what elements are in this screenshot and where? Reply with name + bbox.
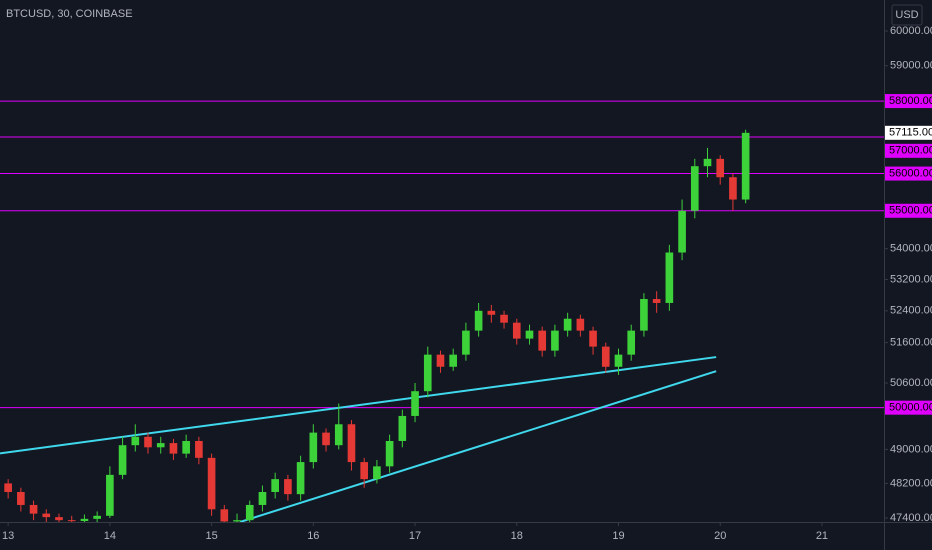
y-tick-label: 54000.00	[890, 243, 932, 255]
chart-title: BTCUSD, 30, COINBASE	[6, 8, 133, 20]
candle-body	[525, 330, 534, 339]
candle-body	[4, 483, 12, 493]
currency: USD	[895, 9, 918, 21]
x-tick-label: 14	[104, 530, 116, 542]
candle-body	[322, 432, 330, 446]
x-tick-label: 15	[205, 530, 217, 542]
candle-body	[703, 158, 712, 167]
candle-body	[398, 415, 407, 441]
candle-body	[93, 515, 101, 519]
candle-body	[690, 166, 699, 211]
y-tick-label: 51600.00	[890, 337, 932, 349]
candle-body	[258, 492, 267, 505]
candle-body	[207, 457, 216, 510]
candle-body	[729, 177, 737, 200]
x-tick-label: 21	[816, 530, 828, 542]
y-tick-label: 47400.00	[890, 512, 932, 524]
candle-body	[601, 346, 610, 367]
level-label: 57000.00	[889, 145, 932, 157]
candle-body	[271, 479, 279, 493]
level-label-box	[885, 166, 932, 181]
candle-body	[106, 474, 114, 516]
candle-body	[500, 314, 508, 323]
candle-body	[411, 391, 419, 416]
candle-body	[220, 509, 229, 522]
candle-body	[144, 436, 152, 448]
candle-body	[716, 158, 725, 178]
candle-body	[334, 424, 343, 446]
x-tick-label: 17	[409, 530, 421, 542]
x-tick-label: 16	[307, 530, 319, 542]
candle-body	[156, 443, 165, 448]
candle-body	[627, 330, 636, 355]
candle-body	[512, 322, 521, 339]
candle-body	[347, 424, 356, 463]
y-tick-label: 59000.00	[890, 60, 932, 72]
candle-body	[42, 513, 51, 518]
candle-body	[131, 436, 140, 446]
candle-body	[576, 318, 585, 331]
level-label: 56000.00	[889, 167, 932, 179]
candle-body	[652, 299, 661, 303]
currency-box	[891, 4, 923, 26]
candle-body	[589, 330, 597, 347]
candle-body	[195, 440, 203, 458]
candle-body	[118, 445, 127, 475]
candle-body	[17, 492, 25, 505]
x-tick-label: 19	[612, 530, 624, 542]
x-tick-label: 18	[511, 530, 523, 542]
candle-body	[284, 479, 292, 495]
level-label: 50000.00	[889, 402, 932, 414]
candle-body	[309, 432, 318, 463]
level-label-box	[885, 400, 932, 415]
candle-body	[67, 520, 76, 522]
candle-body	[29, 504, 38, 514]
candle-body	[373, 466, 381, 480]
candle-body	[474, 310, 483, 331]
candle-body	[385, 440, 394, 467]
candle-body	[55, 517, 63, 521]
y-tick-label: 60000.00	[890, 25, 932, 37]
candle-body	[563, 318, 572, 331]
candle-body	[678, 210, 686, 253]
y-tick-label: 49000.00	[890, 443, 932, 455]
y-tick-label: 52400.00	[890, 305, 932, 317]
candle-body	[741, 132, 750, 200]
level-label-box	[885, 203, 932, 218]
candle-body	[233, 520, 241, 522]
candle-body	[449, 354, 458, 367]
candle-body	[245, 504, 254, 521]
last-price-label: 57115.00	[889, 127, 932, 139]
candle-body	[296, 462, 305, 495]
trendline	[239, 370, 717, 522]
y-tick-label: 48200.00	[890, 477, 932, 489]
candle-body	[614, 354, 623, 367]
candle-body	[169, 443, 178, 454]
level-label: 58000.00	[889, 95, 932, 107]
x-tick-label: 13	[2, 530, 14, 542]
y-tick-label: 50600.00	[890, 377, 932, 389]
candle-body	[665, 252, 674, 303]
x-tick-label: 20	[714, 530, 726, 542]
level-label: 55000.00	[889, 205, 932, 217]
candle-body	[423, 354, 432, 392]
candle-body	[640, 299, 648, 331]
plot-area	[0, 100, 884, 522]
level-label-box	[885, 143, 932, 158]
candle-body	[551, 330, 559, 351]
candle-body	[487, 310, 496, 315]
y-tick-label: 53200.00	[890, 273, 932, 285]
candle-body	[80, 518, 89, 522]
candle-body	[538, 330, 547, 351]
level-label-box	[885, 94, 932, 109]
last-price-box	[885, 125, 932, 140]
candle-body	[360, 462, 368, 480]
candle-body	[462, 330, 470, 355]
candle-body	[436, 354, 445, 367]
trendline	[0, 356, 717, 455]
candle-body	[182, 440, 190, 454]
